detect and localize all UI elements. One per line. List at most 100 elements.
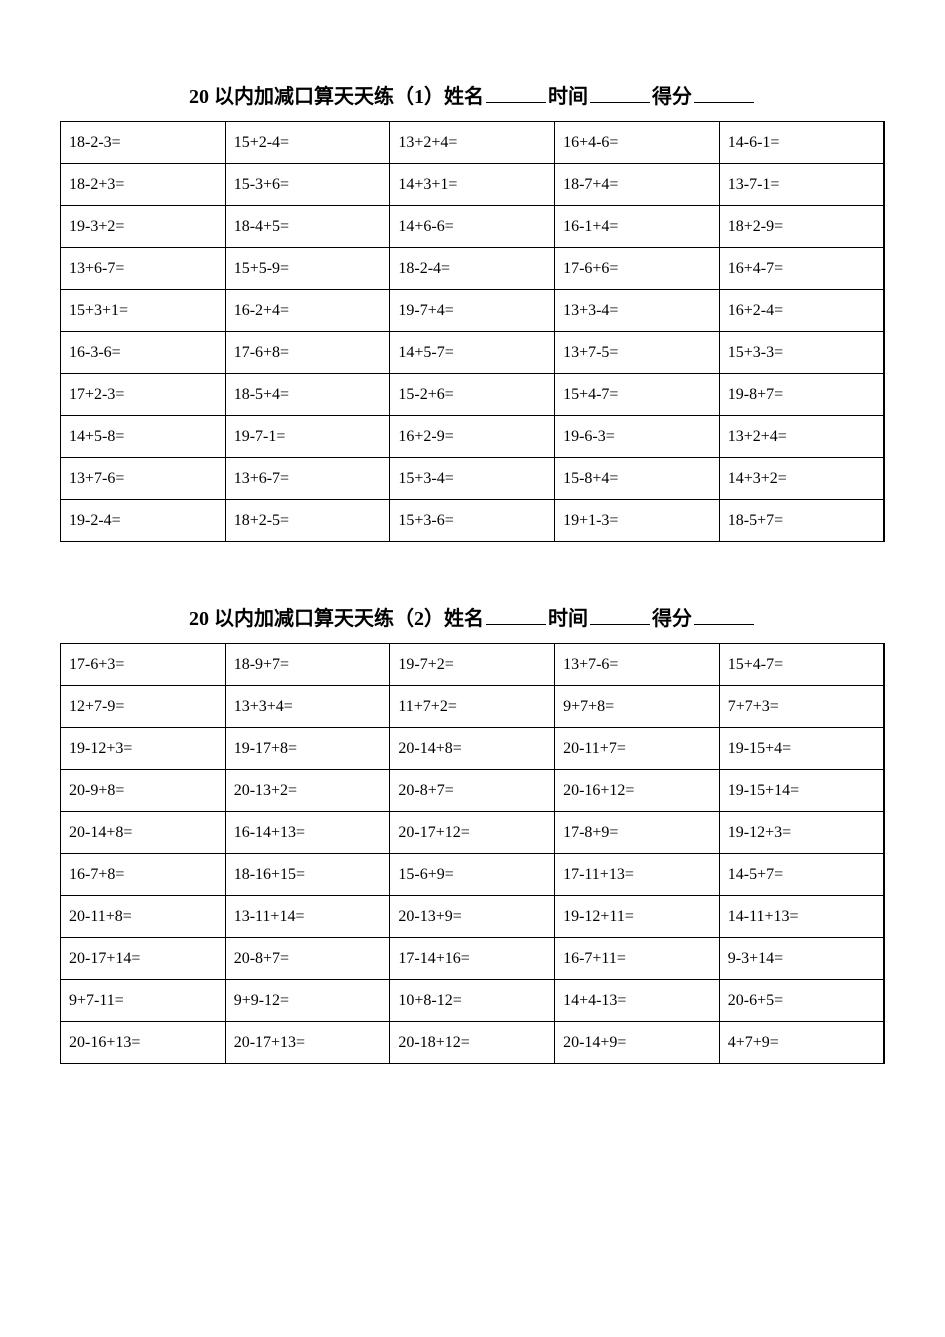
problem-cell: 9-3+14= <box>719 938 884 980</box>
problem-cell: 20-14+9= <box>555 1022 720 1064</box>
problem-cell: 10+8-12= <box>390 980 555 1022</box>
table-row: 18-2+3=15-3+6=14+3+1=18-7+4=13-7-1= <box>61 164 885 206</box>
problem-cell: 20-17+12= <box>390 812 555 854</box>
worksheet-2: 20 以内加减口算天天练（2）姓名时间得分 17-6+3=18-9+7=19-7… <box>60 602 885 1064</box>
problem-cell: 13+3+4= <box>225 686 390 728</box>
problem-cell: 19+1-3= <box>555 500 720 542</box>
problem-cell: 7+7+3= <box>719 686 884 728</box>
problem-cell: 19-7+4= <box>390 290 555 332</box>
problem-cell: 15+3-6= <box>390 500 555 542</box>
score-blank <box>694 605 754 625</box>
problem-cell: 16-14+13= <box>225 812 390 854</box>
problems-table-2: 17-6+3=18-9+7=19-7+2=13+7-6=15+4-7=12+7-… <box>60 643 885 1064</box>
table-row: 12+7-9=13+3+4=11+7+2=9+7+8=7+7+3= <box>61 686 885 728</box>
problem-cell: 19-7-1= <box>225 416 390 458</box>
name-blank <box>486 83 546 103</box>
problem-cell: 14+5-8= <box>61 416 226 458</box>
table-row: 20-14+8=16-14+13=20-17+12=17-8+9=19-12+3… <box>61 812 885 854</box>
problem-cell: 19-8+7= <box>719 374 884 416</box>
table-row: 19-12+3=19-17+8=20-14+8=20-11+7=19-15+4= <box>61 728 885 770</box>
problem-cell: 18-16+15= <box>225 854 390 896</box>
problem-cell: 17-8+9= <box>555 812 720 854</box>
problem-cell: 14-5+7= <box>719 854 884 896</box>
problem-cell: 16+2-9= <box>390 416 555 458</box>
title-score-label: 得分 <box>652 608 692 630</box>
problem-cell: 13+2+4= <box>390 122 555 164</box>
title-score-label: 得分 <box>652 86 692 108</box>
worksheet-2-title: 20 以内加减口算天天练（2）姓名时间得分 <box>60 602 885 631</box>
title-prefix: 20 以内加减口算天天练（1）姓名 <box>189 86 484 108</box>
problem-cell: 20-6+5= <box>719 980 884 1022</box>
table-body-2: 17-6+3=18-9+7=19-7+2=13+7-6=15+4-7=12+7-… <box>61 644 885 1064</box>
problem-cell: 14+3+2= <box>719 458 884 500</box>
problem-cell: 19-6-3= <box>555 416 720 458</box>
problem-cell: 13-11+14= <box>225 896 390 938</box>
problem-cell: 20-18+12= <box>390 1022 555 1064</box>
problem-cell: 19-12+3= <box>719 812 884 854</box>
problem-cell: 19-2-4= <box>61 500 226 542</box>
table-row: 20-9+8=20-13+2=20-8+7=20-16+12=19-15+14= <box>61 770 885 812</box>
problem-cell: 19-3+2= <box>61 206 226 248</box>
problem-cell: 16-7+11= <box>555 938 720 980</box>
problem-cell: 17+2-3= <box>61 374 226 416</box>
problem-cell: 14+3+1= <box>390 164 555 206</box>
problem-cell: 19-7+2= <box>390 644 555 686</box>
problem-cell: 14-11+13= <box>719 896 884 938</box>
problem-cell: 13+7-6= <box>61 458 226 500</box>
problem-cell: 20-13+9= <box>390 896 555 938</box>
problem-cell: 13-7-1= <box>719 164 884 206</box>
table-row: 20-11+8=13-11+14=20-13+9=19-12+11=14-11+… <box>61 896 885 938</box>
problem-cell: 19-12+11= <box>555 896 720 938</box>
table-row: 19-3+2=18-4+5=14+6-6=16-1+4=18+2-9= <box>61 206 885 248</box>
problem-cell: 16+4-7= <box>719 248 884 290</box>
problem-cell: 19-12+3= <box>61 728 226 770</box>
problem-cell: 18-2-3= <box>61 122 226 164</box>
problem-cell: 15-2+6= <box>390 374 555 416</box>
table-row: 15+3+1=16-2+4=19-7+4=13+3-4=16+2-4= <box>61 290 885 332</box>
score-blank <box>694 83 754 103</box>
table-row: 13+7-6=13+6-7=15+3-4=15-8+4=14+3+2= <box>61 458 885 500</box>
problem-cell: 12+7-9= <box>61 686 226 728</box>
table-row: 17-6+3=18-9+7=19-7+2=13+7-6=15+4-7= <box>61 644 885 686</box>
problem-cell: 15+4-7= <box>555 374 720 416</box>
table-row: 20-16+13=20-17+13=20-18+12=20-14+9=4+7+9… <box>61 1022 885 1064</box>
time-blank <box>590 605 650 625</box>
problem-cell: 20-9+8= <box>61 770 226 812</box>
title-time-label: 时间 <box>548 608 588 630</box>
problem-cell: 15+2-4= <box>225 122 390 164</box>
problem-cell: 20-17+14= <box>61 938 226 980</box>
problem-cell: 18+2-9= <box>719 206 884 248</box>
problem-cell: 20-16+13= <box>61 1022 226 1064</box>
problem-cell: 17-6+8= <box>225 332 390 374</box>
table-row: 9+7-11=9+9-12=10+8-12=14+4-13=20-6+5= <box>61 980 885 1022</box>
problems-table-1: 18-2-3=15+2-4=13+2+4=16+4-6=14-6-1=18-2+… <box>60 121 885 542</box>
problem-cell: 16-1+4= <box>555 206 720 248</box>
problem-cell: 9+7-11= <box>61 980 226 1022</box>
table-row: 16-7+8=18-16+15=15-6+9=17-11+13=14-5+7= <box>61 854 885 896</box>
problem-cell: 17-14+16= <box>390 938 555 980</box>
problem-cell: 20-8+7= <box>225 938 390 980</box>
name-blank <box>486 605 546 625</box>
problem-cell: 15+3-4= <box>390 458 555 500</box>
problem-cell: 15+3-3= <box>719 332 884 374</box>
problem-cell: 13+3-4= <box>555 290 720 332</box>
problem-cell: 14-6-1= <box>719 122 884 164</box>
problem-cell: 15+5-9= <box>225 248 390 290</box>
problem-cell: 16+2-4= <box>719 290 884 332</box>
problem-cell: 13+7-6= <box>555 644 720 686</box>
problem-cell: 20-11+8= <box>61 896 226 938</box>
problem-cell: 17-6+6= <box>555 248 720 290</box>
worksheet-1: 20 以内加减口算天天练（1）姓名时间得分 18-2-3=15+2-4=13+2… <box>60 80 885 542</box>
table-row: 17+2-3=18-5+4=15-2+6=15+4-7=19-8+7= <box>61 374 885 416</box>
problem-cell: 15-3+6= <box>225 164 390 206</box>
problem-cell: 18-4+5= <box>225 206 390 248</box>
problem-cell: 13+6-7= <box>61 248 226 290</box>
problem-cell: 20-14+8= <box>61 812 226 854</box>
problem-cell: 20-17+13= <box>225 1022 390 1064</box>
problem-cell: 13+6-7= <box>225 458 390 500</box>
problem-cell: 18-9+7= <box>225 644 390 686</box>
problem-cell: 18-5+7= <box>719 500 884 542</box>
problem-cell: 20-16+12= <box>555 770 720 812</box>
table-row: 13+6-7=15+5-9=18-2-4=17-6+6=16+4-7= <box>61 248 885 290</box>
problem-cell: 20-11+7= <box>555 728 720 770</box>
